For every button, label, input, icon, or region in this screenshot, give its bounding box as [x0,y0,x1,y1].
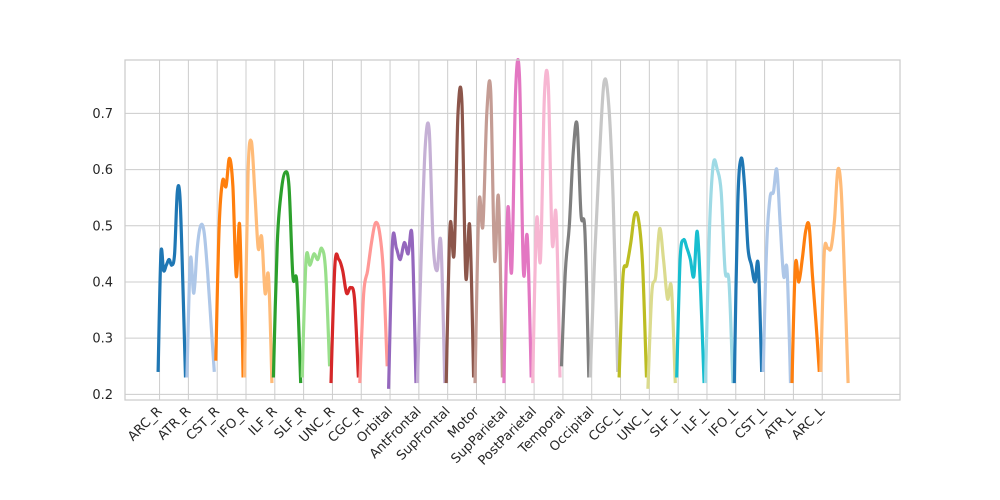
series-line-atr-r [185,222,216,378]
series-line-motor [473,79,504,384]
series-line-postparietal [531,68,562,384]
y-tick-label: 0.7 [92,107,113,122]
series-line-ifo-r [243,138,274,384]
series-line-orbital [387,228,418,389]
series-line-occipital [588,77,620,378]
series-line-slf-l [675,229,706,384]
series-lines [156,58,850,389]
series-line-cst-r [214,156,245,378]
series-line-cgc-l [617,210,649,378]
series-line-arc-r [156,184,188,378]
series-line-arc-l [819,166,850,384]
series-line-ilf-l [703,158,735,384]
y-tick-label: 0.5 [92,219,113,234]
series-line-supparietal [502,58,533,384]
y-tick-label: 0.3 [92,332,113,347]
y-tick-labels: 0.2 0.3 0.4 0.5 0.6 0.7 [92,107,113,403]
series-line-ilf-r [271,170,303,384]
series-line-cgc-r [358,220,389,384]
series-line-cst-l [761,167,793,384]
series-line-slf-r [300,246,332,378]
axes-frame [124,59,901,401]
series-line-antfrontal [415,121,447,384]
y-tick-label: 0.2 [92,388,113,403]
series-line-unc-r [329,252,360,384]
y-tick-label: 0.4 [92,275,113,290]
series-line-atr-l [790,221,821,384]
series-line-temporal [559,120,591,378]
series-line-unc-l [646,226,677,389]
series-line-ifo-l [732,156,764,384]
series-line-supfrontal [444,85,476,384]
y-tick-label: 0.6 [92,163,113,178]
